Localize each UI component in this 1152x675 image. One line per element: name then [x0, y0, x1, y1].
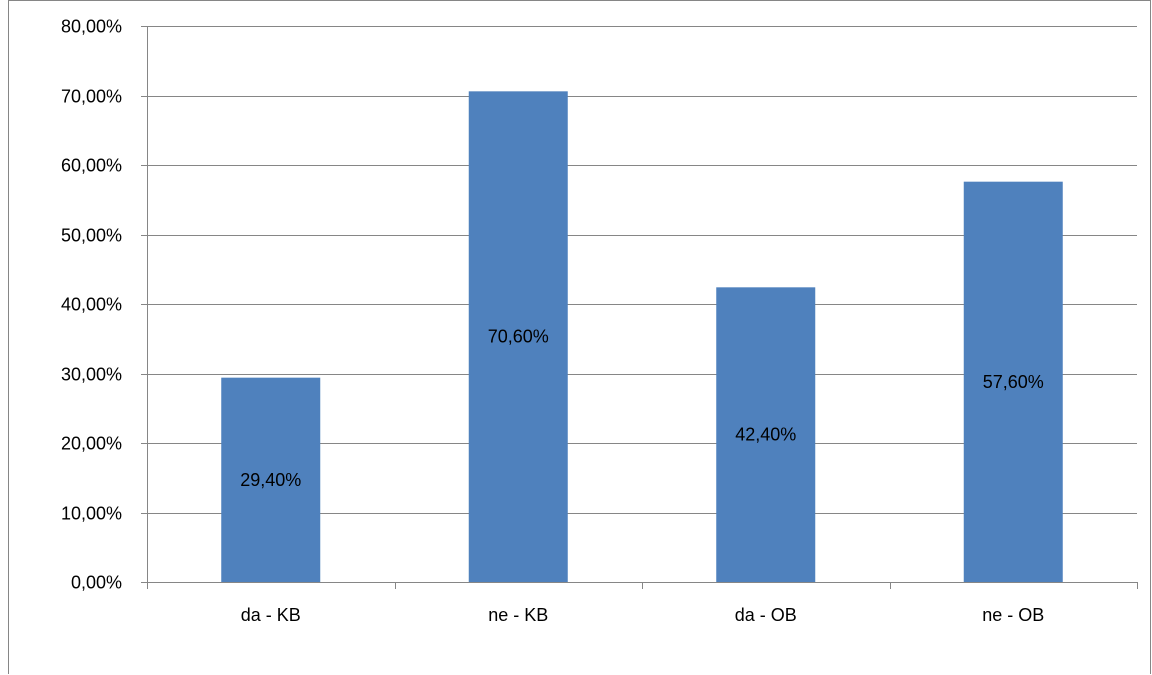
- bar: [963, 181, 1063, 582]
- y-tick-label: 0,00%: [71, 573, 122, 593]
- x-category-labels: da - KB ne - KB da - OB ne - OB: [241, 605, 1045, 625]
- axes: [141, 26, 1138, 589]
- data-label: 42,40%: [735, 425, 796, 445]
- y-tick-label: 10,00%: [61, 504, 122, 524]
- data-label: 57,60%: [983, 372, 1044, 392]
- y-tick-label: 70,00%: [61, 87, 122, 107]
- x-category-label: da - OB: [735, 605, 797, 625]
- bar: [716, 287, 816, 582]
- y-tick-labels: 0,00% 10,00% 20,00% 30,00% 40,00% 50,00% 60,00…: [61, 17, 122, 593]
- chart-frame: [8, 0, 1151, 674]
- x-category-label: ne - KB: [488, 605, 548, 625]
- data-label: 70,60%: [488, 327, 549, 347]
- data-label: 29,40%: [240, 470, 301, 490]
- x-category-label: ne - OB: [982, 605, 1044, 625]
- y-tick-label: 20,00%: [61, 434, 122, 454]
- bars: [221, 91, 1063, 582]
- bar: [221, 377, 321, 582]
- y-tick-label: 80,00%: [61, 17, 122, 37]
- y-tick-label: 50,00%: [61, 226, 122, 246]
- y-tick-label: 40,00%: [61, 295, 122, 315]
- y-tick-label: 60,00%: [61, 156, 122, 176]
- data-labels: 29,40% 70,60% 42,40% 57,60%: [240, 327, 1044, 490]
- bar: [468, 91, 568, 582]
- x-category-label: da - KB: [241, 605, 301, 625]
- y-tick-label: 30,00%: [61, 365, 122, 385]
